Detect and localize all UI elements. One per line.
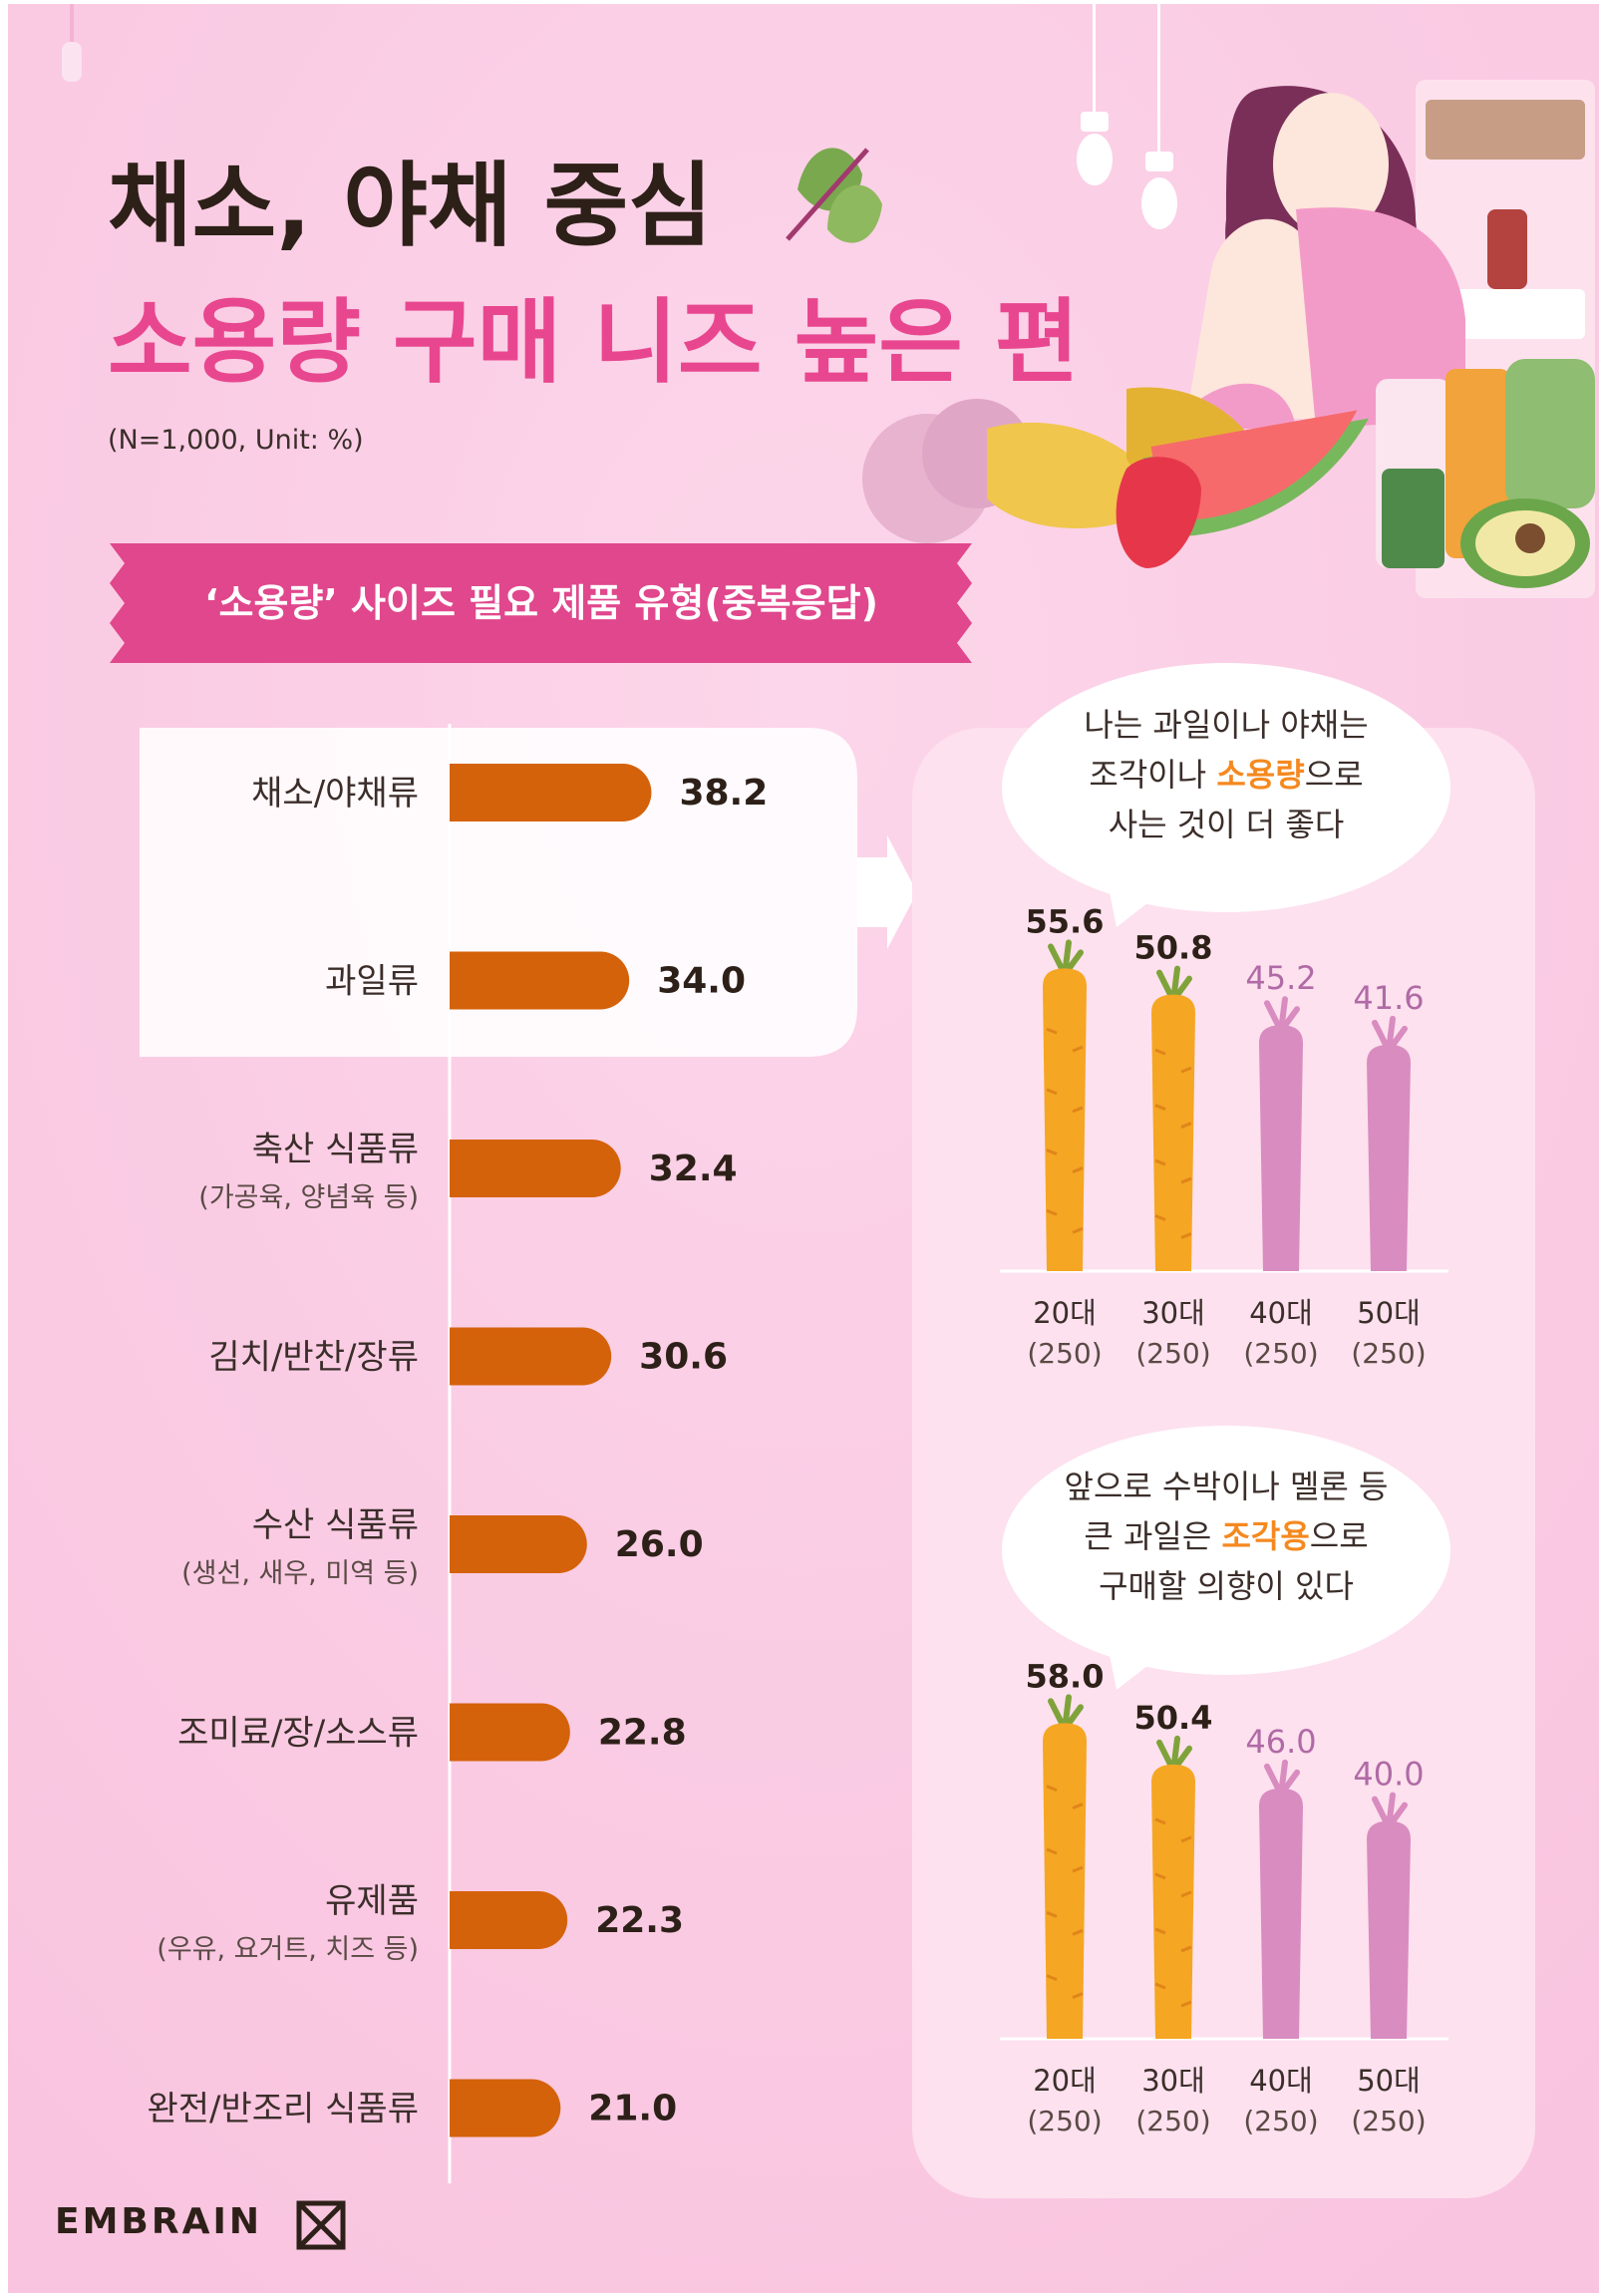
highlight-box xyxy=(140,728,917,1057)
fruit-vegetable-illustration xyxy=(862,359,1595,588)
bar-value-label-6: 22.3 xyxy=(595,1900,684,1941)
category-label-7: 완전/반조리 식품류 xyxy=(147,2090,419,2130)
bar-6 xyxy=(450,1891,568,1949)
embrain-logo-text: EMBRAIN xyxy=(55,2201,262,2242)
bar-5 xyxy=(450,1703,570,1762)
carrot-bar-2 xyxy=(1259,996,1303,1271)
category-label-0: 채소/야채류 xyxy=(251,774,419,814)
bar-1 xyxy=(450,951,630,1010)
horizontal-bar-chart: 38.2 채소/야채류 34.0 과일류 32.4 축산 식품류 (가공육, 양념육 등) 3… xyxy=(147,764,768,2137)
section-banner-text: ‘소용량’ 사이즈 필요 제품 유형(중복응답) xyxy=(204,581,878,625)
age-sample-1: (250) xyxy=(1135,2105,1210,2137)
bar-value-label-1: 34.0 xyxy=(657,961,746,1002)
bar-value-label-7: 21.0 xyxy=(588,2089,677,2130)
carrot-chart-small-size: 55.6 20대 (250) 50.8 30대 (250) 45.2 40대 (250) 41.6… xyxy=(1000,902,1448,1370)
speech-bubble-1 xyxy=(1002,663,1450,927)
bubble-segment: 나는 과일이나 야채는 xyxy=(1084,706,1368,744)
age-label-3: 50대 xyxy=(1357,2064,1421,2098)
section-banner: ‘소용량’ 사이즈 필요 제품 유형(중복응답) xyxy=(110,543,972,663)
carrot-value-label-0: 58.0 xyxy=(1026,1657,1105,1695)
age-sample-0: (250) xyxy=(1027,1337,1102,1370)
hanging-lamps-decoration xyxy=(62,4,1177,229)
age-label-3: 50대 xyxy=(1357,1296,1421,1330)
age-sample-3: (250) xyxy=(1351,2105,1426,2137)
leaf-icon xyxy=(786,148,882,243)
sample-note: (N=1,000, Unit: %) xyxy=(108,425,364,456)
carrot-value-label-2: 46.0 xyxy=(1245,1723,1316,1761)
carrot-bar-0 xyxy=(1043,1694,1087,2039)
carrot-chart-cut-fruit: 58.0 20대 (250) 50.4 30대 (250) 46.0 40대 (250) 40.0… xyxy=(1000,1657,1448,2137)
bar-0 xyxy=(450,764,652,821)
bar-3 xyxy=(450,1327,612,1386)
carrot-value-label-1: 50.8 xyxy=(1134,929,1213,967)
age-sample-2: (250) xyxy=(1243,2105,1318,2137)
carrot-bar-0 xyxy=(1043,939,1087,1271)
category-note-4: (생선, 새우, 미역 등) xyxy=(181,1558,419,1589)
carrot-bar-1 xyxy=(1151,1735,1195,2039)
category-label-4: 수산 식품류 xyxy=(252,1505,419,1545)
title-line-1: 채소, 야채 중심 xyxy=(108,153,713,259)
carrot-bar-3 xyxy=(1367,1015,1411,1271)
category-label-6: 유제품 xyxy=(325,1881,419,1921)
age-label-0: 20대 xyxy=(1033,1296,1097,1330)
carrot-bar-3 xyxy=(1367,1792,1411,2039)
bubble-segment: 으로 xyxy=(1310,1517,1369,1555)
bubble-highlight: 소용량 xyxy=(1216,756,1304,794)
title-line-2: 소용량 구매 니즈 높은 편 xyxy=(108,289,1080,396)
bubble-line-2: 사는 것이 더 좋다 xyxy=(1109,806,1345,843)
bar-7 xyxy=(450,2079,561,2137)
bar-value-label-4: 26.0 xyxy=(615,1524,704,1565)
category-label-1: 과일류 xyxy=(325,962,419,1002)
carrot-value-label-1: 50.4 xyxy=(1134,1699,1213,1737)
carrot-value-label-3: 41.6 xyxy=(1353,979,1424,1017)
age-sample-1: (250) xyxy=(1135,1337,1210,1370)
embrain-x-logo-icon xyxy=(296,2200,346,2250)
bubble-line-2: 구매할 의향이 있다 xyxy=(1099,1567,1354,1605)
bubble-segment: 으로 xyxy=(1305,756,1364,794)
bubble-line-0: 나는 과일이나 야채는 xyxy=(1084,706,1368,744)
bubble-segment: 조각이나 xyxy=(1089,756,1216,794)
category-label-3: 김치/반찬/장류 xyxy=(208,1338,419,1378)
bar-2 xyxy=(450,1140,621,1197)
age-label-2: 40대 xyxy=(1249,2064,1313,2098)
bubble-line-1: 조각이나 소용량으로 xyxy=(1089,756,1363,794)
bubble-highlight: 조각용 xyxy=(1221,1517,1309,1555)
carrot-value-label-3: 40.0 xyxy=(1353,1756,1424,1794)
carrot-bar-2 xyxy=(1259,1759,1303,2039)
age-label-1: 30대 xyxy=(1141,1296,1205,1330)
bubble-segment: 구매할 의향이 있다 xyxy=(1099,1567,1354,1605)
age-sample-2: (250) xyxy=(1243,1337,1318,1370)
carrot-bar-1 xyxy=(1151,965,1195,1271)
category-label-2: 축산 식품류 xyxy=(252,1130,419,1169)
category-note-2: (가공육, 양념육 등) xyxy=(198,1182,419,1213)
bubble-line-1: 큰 과일은 조각용으로 xyxy=(1084,1517,1368,1555)
age-label-0: 20대 xyxy=(1033,2064,1097,2098)
bar-value-label-5: 22.8 xyxy=(598,1713,687,1754)
bar-4 xyxy=(450,1515,587,1573)
bar-value-label-0: 38.2 xyxy=(679,773,768,814)
category-note-6: (우유, 요거트, 치즈 등) xyxy=(157,1934,419,1965)
bar-value-label-3: 30.6 xyxy=(639,1337,728,1378)
age-label-1: 30대 xyxy=(1141,2064,1205,2098)
carrot-value-label-0: 55.6 xyxy=(1026,902,1105,940)
bubble-segment: 큰 과일은 xyxy=(1084,1517,1221,1555)
bubble-line-0: 앞으로 수박이나 멜론 등 xyxy=(1065,1468,1389,1505)
category-label-5: 조미료/장/소스류 xyxy=(177,1714,419,1754)
carrot-value-label-2: 45.2 xyxy=(1245,959,1316,997)
bubble-segment: 앞으로 수박이나 멜론 등 xyxy=(1065,1468,1389,1505)
age-sample-0: (250) xyxy=(1027,2105,1102,2137)
age-label-2: 40대 xyxy=(1249,1296,1313,1330)
embrain-logo: EMBRAIN xyxy=(55,2200,346,2250)
bubble-segment: 사는 것이 더 좋다 xyxy=(1109,806,1345,843)
age-sample-3: (250) xyxy=(1351,1337,1426,1370)
speech-bubble-2 xyxy=(1002,1426,1450,1690)
bar-value-label-2: 32.4 xyxy=(649,1148,738,1189)
